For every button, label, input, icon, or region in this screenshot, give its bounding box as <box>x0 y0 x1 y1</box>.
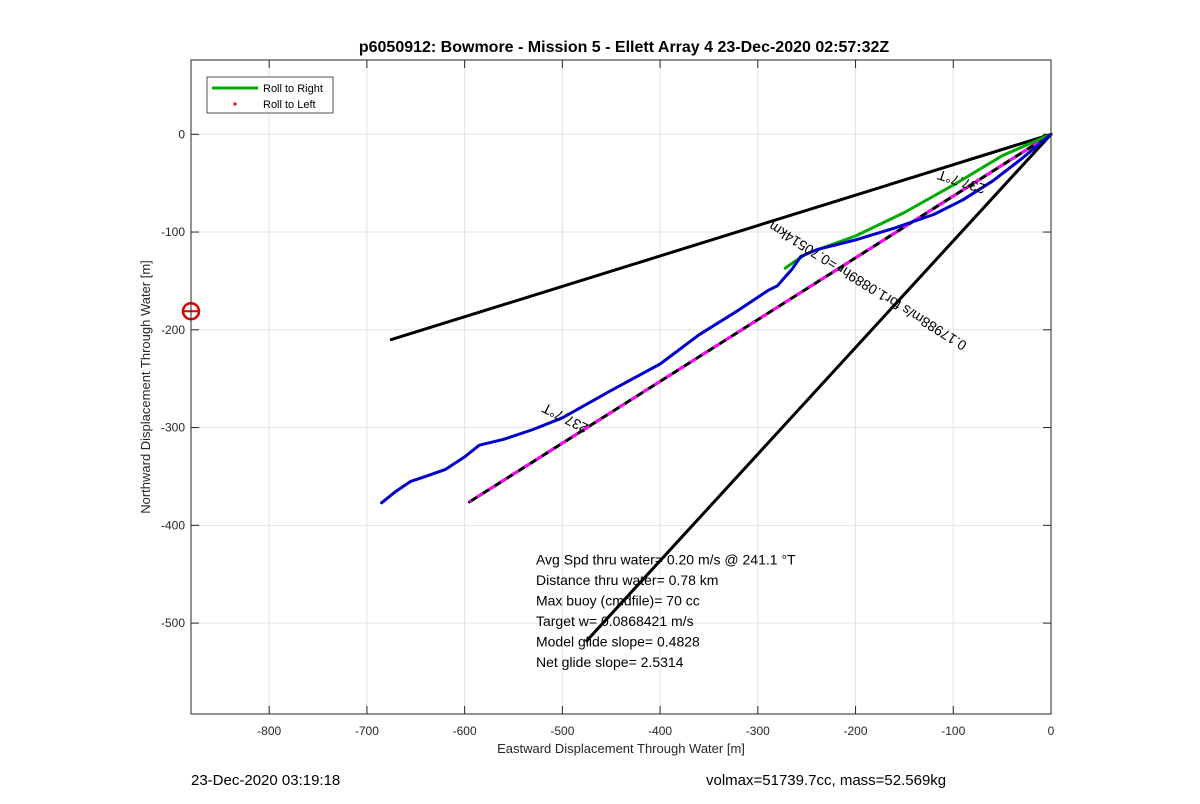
annotation-7: Model glide slope= 0.4828 <box>536 634 700 650</box>
series-dash-4 <box>468 133 1052 504</box>
x-tick-label: -400 <box>648 724 672 738</box>
chart-title: p6050912: Bowmore - Mission 5 - Ellett A… <box>359 39 890 56</box>
annotation-4: Distance thru water= 0.78 km <box>536 572 718 588</box>
series-line-0 <box>783 132 1053 270</box>
x-axis-label: Eastward Displacement Through Water [m] <box>497 741 745 756</box>
y-tick-label: -100 <box>161 225 185 239</box>
x-tick-label: -200 <box>844 724 868 738</box>
y-tick-label: 0 <box>178 127 185 141</box>
x-tick-label: -500 <box>550 724 574 738</box>
annotation-3: Avg Spd thru water= 0.20 m/s @ 241.1 °T <box>536 551 796 567</box>
legend-label-roll-right: Roll to Right <box>263 83 323 95</box>
legend-label-roll-left: Roll to Left <box>263 99 316 111</box>
series-line-2 <box>389 132 1053 342</box>
annotation-8: Net glide slope= 2.5314 <box>536 654 684 670</box>
footer-timestamp: 23-Dec-2020 03:19:18 <box>191 772 341 789</box>
series-layer <box>181 132 1053 643</box>
legend-box <box>206 76 334 114</box>
footer-vehicle-params: volmax=51739.7cc, mass=52.569kg <box>706 772 947 789</box>
series-line-3 <box>585 132 1053 643</box>
series-line-1 <box>380 132 1053 505</box>
x-tick-label: 0 <box>1048 724 1055 738</box>
x-tick-label: -600 <box>453 724 477 738</box>
y-tick-label: -300 <box>161 421 185 435</box>
ticks: -800 -700 -600 -500 -400 -300 -200 -100 0 0 -100 -2… <box>161 60 1055 738</box>
legend-swatch-roll-left <box>233 102 237 106</box>
y-tick-label: -200 <box>161 323 185 337</box>
annotation-5: Max buoy (cmdfile)= 70 cc <box>536 592 700 608</box>
y-tick-label: -400 <box>161 518 185 532</box>
y-tick-label: -500 <box>161 616 185 630</box>
x-tick-label: -700 <box>355 724 379 738</box>
x-tick-label: -300 <box>746 724 770 738</box>
annotation-6: Target w= 0.0868421 m/s <box>536 613 694 629</box>
x-tick-label: -100 <box>941 724 965 738</box>
legend: Roll to Right Roll to Left <box>206 76 334 114</box>
plot-frame <box>190 59 1052 715</box>
y-axis-label: Northward Displacement Through Water [m] <box>138 260 153 514</box>
x-tick-label: -800 <box>257 724 281 738</box>
